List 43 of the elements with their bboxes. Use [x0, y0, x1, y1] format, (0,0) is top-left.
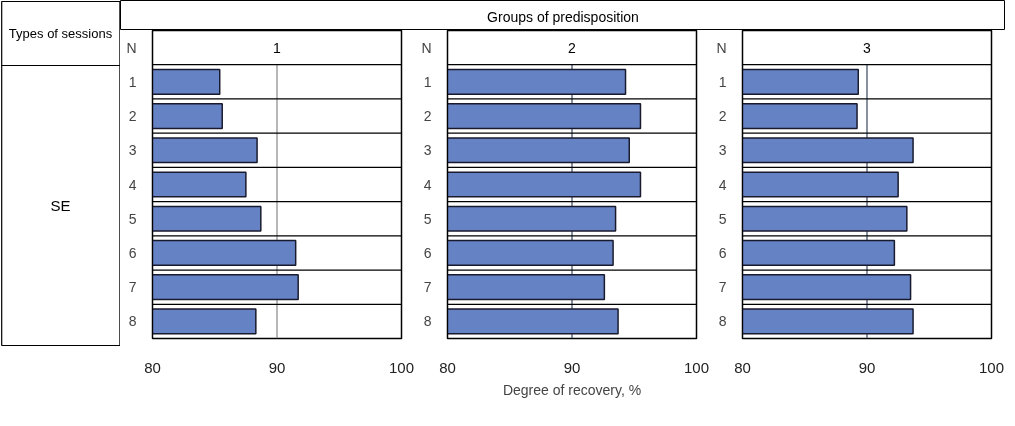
y-axis-title: N — [716, 39, 727, 56]
text: Groups of predisposition — [487, 9, 639, 25]
x-tick-label: 80 — [439, 358, 456, 376]
text: Types of sessions — [8, 25, 113, 41]
y-tick-label: 5 — [423, 210, 432, 227]
y-tick-label: 6 — [718, 244, 727, 261]
y-tick-label: 5 — [718, 210, 727, 227]
y-tick-label: 4 — [718, 176, 727, 193]
y-tick-label: 3 — [718, 142, 727, 159]
y-tick-label: 3 — [128, 142, 137, 159]
x-tick-label: 80 — [734, 358, 751, 376]
y-tick-label: 5 — [128, 210, 137, 227]
y-axis-title: N — [126, 39, 137, 56]
y-tick-label: 6 — [423, 244, 432, 261]
text: SE — [50, 197, 71, 214]
y-tick-label: 4 — [423, 176, 432, 193]
y-tick-label: 4 — [128, 176, 137, 193]
text: 2 — [568, 39, 577, 56]
x-tick-label: 90 — [563, 358, 581, 376]
y-tick-label: 2 — [423, 108, 432, 125]
y-tick-label: 8 — [718, 313, 727, 330]
text: 3 — [863, 39, 872, 56]
x-tick-label: 90 — [268, 358, 286, 376]
x-tick-label: 100 — [388, 358, 415, 376]
y-tick-label: 8 — [423, 313, 432, 330]
x-axis-title: Degree of recovery, % — [502, 381, 642, 398]
y-tick-label: 1 — [718, 73, 727, 90]
y-tick-label: 6 — [128, 244, 137, 261]
y-tick-label: 7 — [718, 279, 727, 296]
text: 1 — [273, 39, 282, 56]
y-tick-label: 1 — [423, 73, 432, 90]
y-tick-label: 7 — [128, 279, 137, 296]
y-axis-title: N — [421, 39, 432, 56]
x-tick-label: 100 — [978, 358, 1005, 376]
y-tick-label: 2 — [718, 108, 727, 125]
y-tick-label: 7 — [423, 279, 432, 296]
y-tick-label: 1 — [128, 73, 137, 90]
x-tick-label: 90 — [858, 358, 876, 376]
x-tick-label: 100 — [683, 358, 710, 376]
y-tick-label: 3 — [423, 142, 432, 159]
x-tick-label: 80 — [144, 358, 161, 376]
y-tick-label: 2 — [128, 108, 137, 125]
y-tick-label: 8 — [128, 313, 137, 330]
